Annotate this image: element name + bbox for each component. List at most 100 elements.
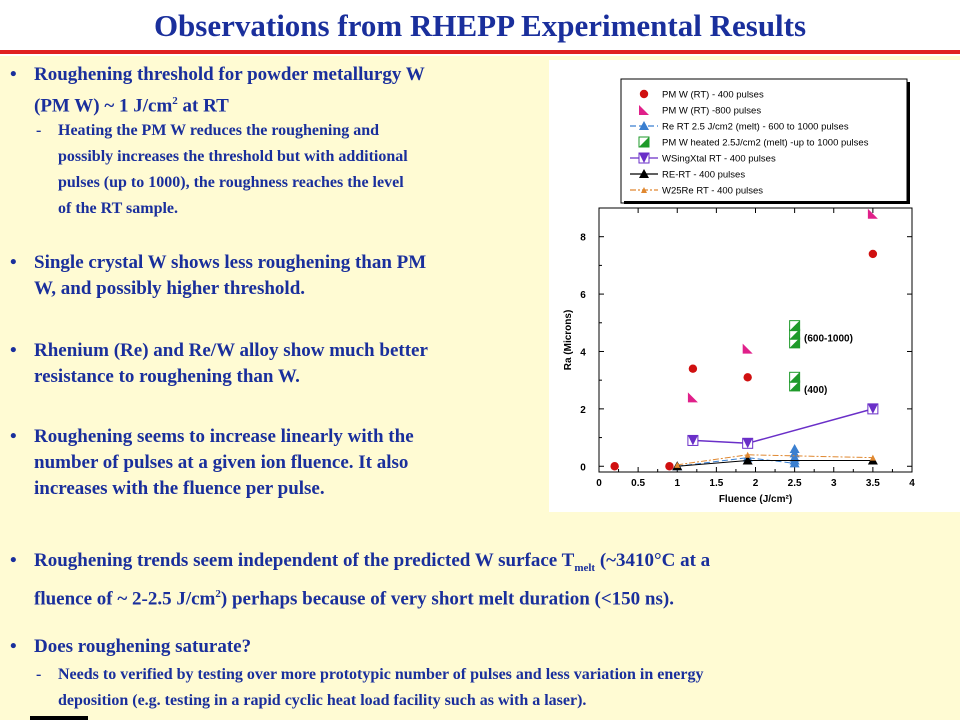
x-tick-label: 0.5 [631,478,645,489]
legend-label-4: PM W heated 2.5J/cm2 (melt) -up to 1000 … [662,138,869,149]
series-5-point-2 [742,438,753,449]
title-divider [0,50,960,54]
bullet-4: • Roughening seems to increase linearly … [10,424,540,502]
x-tick-label: 2.5 [788,478,802,489]
series-7-point-2 [744,451,751,458]
legend-label-1: PM W (RT) - 400 pulses [662,90,764,101]
series-7-point-3 [869,454,876,461]
x-tick-label: 4 [909,478,915,489]
series-1-point-4 [743,373,752,382]
bullet-dot: • [10,550,17,571]
series-2-point-3 [867,208,878,219]
bullet-2: • Single crystal W shows less roughening… [10,250,540,302]
bullet-dot: • [10,340,17,361]
sub-line-2: deposition (e.g. testing in a rapid cycl… [58,692,587,709]
x-tick-label: 0 [596,478,602,489]
series-1-point-2 [665,462,674,471]
legend-box [620,78,908,204]
footer-bar [30,716,88,720]
legend-marker-3 [639,121,649,130]
sub-line-1: Needs to verified by testing over more p… [58,666,704,683]
legend-label-6: RE-RT - 400 pulses [662,170,745,181]
bullet-1-subpoint: - Heating the PM W reduces the roughenin… [36,118,536,222]
legend-label-2: PM W (RT) -800 pulses [662,106,761,117]
legend-shadow-bottom [624,201,910,204]
bullet-3: • Rhenium (Re) and Re/W alloy show much … [10,338,540,390]
y-tick-label: 2 [580,405,586,416]
y-tick-label: 4 [580,347,586,358]
x-tick-label: 1 [674,478,680,489]
bullet-3-line-1: Rhenium (Re) and Re/W alloy show much be… [34,340,428,361]
sub-line-4: of the RT sample. [58,200,179,217]
series-5-line [692,408,874,445]
bullet-1-line-1: Roughening threshold for powder metallur… [34,64,425,85]
bullet-dot: • [10,636,17,657]
plot-frame [598,207,913,473]
bullet-dot: • [10,426,17,447]
bullet-6-subpoint: - Needs to verified by testing over more… [36,662,936,714]
bullet-2-line-2: W, and possibly higher threshold. [34,278,306,299]
sub-line-1: Heating the PM W reduces the roughening … [58,122,380,139]
sub-dash: - [36,666,42,683]
series-4-point-5 [789,320,800,331]
series-4-point-3 [789,337,800,348]
bullet-dot: • [10,252,17,273]
bullet-4-line-3: increases with the fluence per pulse. [34,478,325,499]
y-tick-label: 0 [580,462,586,473]
chart-container: 0 0.5 1 1.5 2 2.5 3 3.5 4 0 2 4 6 8 Fluence (J/cm²) Ra … [549,60,960,512]
series-1-point-5 [868,249,878,259]
legend-marker-1 [639,89,649,99]
legend-marker-2 [639,105,649,115]
bullet-6-line-1: Does roughening saturate? [34,636,252,657]
series-4-point-2 [789,372,800,383]
bullet-5: • Roughening trends seem independent of … [10,548,940,612]
series-7-point-1 [674,461,681,468]
y-tick-label: 8 [580,233,586,244]
legend-marker-7 [641,187,647,193]
legend-marker-4 [639,137,649,147]
series-2-point-1 [687,392,698,403]
legend-label-7: W25Re RT - 400 pulses [662,186,763,197]
x-axis-label: Fluence (J/cm²) [719,494,792,505]
series-1-point-3 [688,364,698,373]
bullet-4-line-1: Roughening seems to increase linearly wi… [34,426,414,447]
bullet-6: • Does roughening saturate? [10,634,940,660]
series-4-point-4 [789,329,800,340]
bullet-dot: • [10,64,17,85]
series-6-line [677,460,873,467]
series-2-point-2 [742,343,753,354]
x-tick-label: 1.5 [709,478,723,489]
x-tick-label: 2 [753,478,759,489]
series-7-line [677,454,873,466]
bullet-2-line-1: Single crystal W shows less roughening t… [34,252,427,273]
x-tick-label: 3.5 [866,478,880,489]
annotation-400: (400) [804,385,827,396]
series-4-point-1 [789,380,800,391]
sub-line-3: pulses (up to 1000), the roughness reach… [58,174,404,191]
annotation-600-1000: (600-1000) [804,333,853,344]
bullet-3-line-2: resistance to roughening than W. [34,366,300,387]
bullet-5-line-1: Roughening trends seem independent of th… [34,550,711,574]
x-tick-label: 3 [831,478,837,489]
bullet-4-line-2: number of pulses at a given ion fluence.… [34,452,409,473]
sub-dash: - [36,122,42,139]
series-3-point-7 [789,444,800,454]
series-1-point-1 [610,462,619,471]
page-title: Observations from RHEPP Experimental Res… [153,8,807,43]
y-axis-label: Ra (Microns) [563,310,574,371]
series-5-point-3 [867,403,878,414]
legend-marker-5 [639,153,649,163]
series-3-line [677,457,795,467]
legend-label-3: Re RT 2.5 J/cm2 (melt) - 600 to 1000 pul… [662,122,849,133]
series-5-point-1 [687,435,698,446]
legend-shadow-right [907,82,910,204]
series-6-point-2 [742,455,753,465]
legend-marker-6 [639,169,649,178]
legend-label-5: WSingXtal RT - 400 pulses [662,154,776,165]
bullet-5-line-2: fluence of ~ 2-2.5 J/cm2) perhaps becaus… [34,587,674,610]
bullet-1: • Roughening threshold for powder metall… [10,62,540,119]
sub-line-2: possibly increases the threshold but wit… [58,148,408,165]
bullet-1-line-2: (PM W) ~ 1 J/cm2 at RT [34,95,229,117]
y-tick-label: 6 [580,290,586,301]
roughness-chart: 0 0.5 1 1.5 2 2.5 3 3.5 4 0 2 4 6 8 Fluence (J/cm²) Ra … [563,78,915,505]
